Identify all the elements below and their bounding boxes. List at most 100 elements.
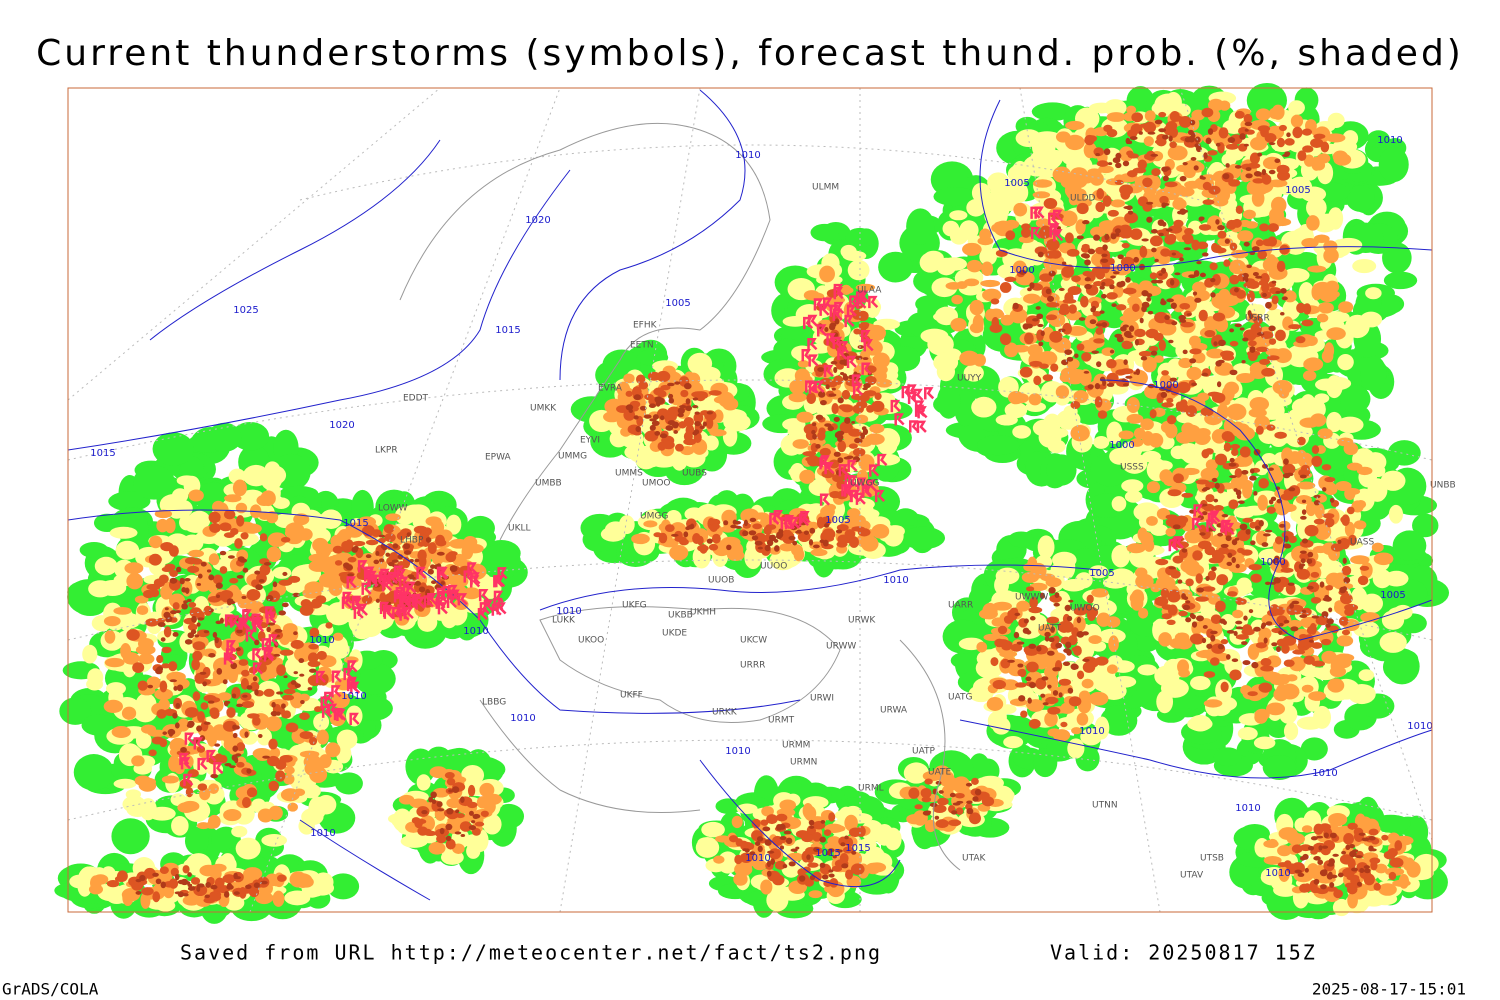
shade-cell — [1308, 691, 1326, 701]
shade-cell — [290, 639, 304, 649]
shade-cell — [697, 837, 717, 848]
shade-cell — [972, 314, 984, 331]
shade-cell — [1226, 403, 1247, 421]
shade-cell — [115, 540, 140, 560]
shade-cell — [1257, 494, 1268, 511]
shade-cell — [268, 805, 283, 821]
shade-cell — [105, 682, 126, 695]
shade-cell — [1178, 668, 1190, 678]
shade-cell — [1158, 632, 1173, 647]
shade-cell — [966, 259, 983, 273]
shade-cell — [1250, 136, 1268, 151]
shade-cell — [1388, 504, 1404, 524]
shade-cell — [810, 548, 828, 557]
shade-cell — [192, 650, 203, 662]
shade-cell — [1164, 91, 1182, 114]
shade-cell — [288, 575, 301, 583]
shade-cell — [1118, 430, 1134, 440]
shade-cell — [1144, 110, 1156, 122]
shade-cell — [1067, 738, 1085, 759]
shade-cell — [223, 509, 236, 520]
shade-cell — [799, 469, 816, 484]
shade-cell — [1190, 675, 1211, 691]
shade-cell — [1337, 437, 1354, 447]
shade-cell — [1046, 454, 1077, 486]
shade-cell — [940, 257, 968, 271]
shade-cell — [1255, 108, 1271, 121]
shade-cell — [971, 396, 997, 418]
shade-cell — [1287, 833, 1303, 844]
shade-cell — [1328, 812, 1348, 827]
shade-cell — [1052, 551, 1077, 569]
shade-cell — [1301, 684, 1314, 693]
shade-cell — [428, 841, 446, 855]
shade-cell — [287, 802, 298, 812]
shade-cell — [413, 525, 428, 534]
shade-cell — [1303, 357, 1324, 372]
shade-cell — [383, 524, 395, 534]
shade-cell — [845, 227, 874, 248]
shade-cell — [680, 389, 689, 398]
shade-cell — [192, 691, 201, 702]
shade-cell — [268, 738, 278, 750]
shade-cell — [981, 261, 994, 277]
shade-cell — [73, 754, 114, 791]
probability-shading — [54, 82, 1450, 924]
shade-cell — [884, 827, 902, 851]
shade-cell — [1276, 684, 1288, 698]
shade-cell — [94, 556, 118, 576]
shade-cell — [1315, 378, 1339, 391]
shade-cell — [1129, 591, 1145, 605]
shade-cell — [86, 677, 104, 691]
shade-cell — [325, 622, 333, 629]
shade-cell — [791, 544, 804, 557]
shade-cell — [1069, 155, 1089, 166]
shade-cell — [177, 802, 196, 813]
shade-cell — [1069, 548, 1100, 570]
shade-cell — [208, 553, 220, 566]
shade-cell — [1330, 657, 1345, 675]
shade-cell — [984, 199, 1010, 221]
shade-cell — [224, 494, 242, 503]
shade-cell — [197, 783, 208, 791]
shade-cell — [1153, 355, 1164, 363]
shade-cell — [1059, 704, 1074, 714]
shade-cell — [1040, 573, 1056, 582]
shade-cell — [191, 558, 203, 565]
shade-cell — [260, 490, 276, 507]
shade-cell — [1365, 287, 1382, 300]
shade-cell — [209, 522, 221, 533]
shade-cell — [341, 540, 352, 550]
shade-cell — [236, 761, 245, 768]
shade-cell — [279, 755, 293, 763]
shade-cell — [1406, 861, 1421, 878]
shade-cell — [220, 589, 234, 600]
shade-cell — [1378, 146, 1409, 183]
shade-cell — [275, 770, 286, 782]
shade-cell — [1110, 199, 1126, 208]
shade-cell — [1312, 545, 1328, 554]
shade-cell — [1242, 483, 1253, 499]
shade-cell — [1032, 191, 1051, 199]
shade-cell — [465, 515, 495, 541]
shade-cell — [1100, 705, 1138, 736]
shade-cell — [265, 715, 282, 732]
shade-cell — [133, 465, 176, 500]
shade-cell — [701, 821, 725, 838]
shade-cell — [985, 310, 1005, 318]
shade-cell — [1384, 570, 1409, 587]
shade-cell — [1127, 296, 1141, 306]
shade-cell — [159, 680, 168, 693]
shade-cell — [810, 223, 839, 242]
shade-cell — [978, 608, 998, 620]
shade-cell — [1359, 311, 1383, 328]
shade-cell — [734, 862, 753, 877]
shade-cell — [1325, 280, 1340, 294]
shade-cell — [425, 516, 442, 527]
shade-cell — [435, 539, 447, 547]
shade-cell — [1283, 722, 1299, 741]
shade-cell — [298, 876, 314, 888]
shade-cell — [986, 697, 1004, 711]
shade-cell — [1008, 531, 1034, 548]
shade-cell — [1338, 301, 1354, 314]
